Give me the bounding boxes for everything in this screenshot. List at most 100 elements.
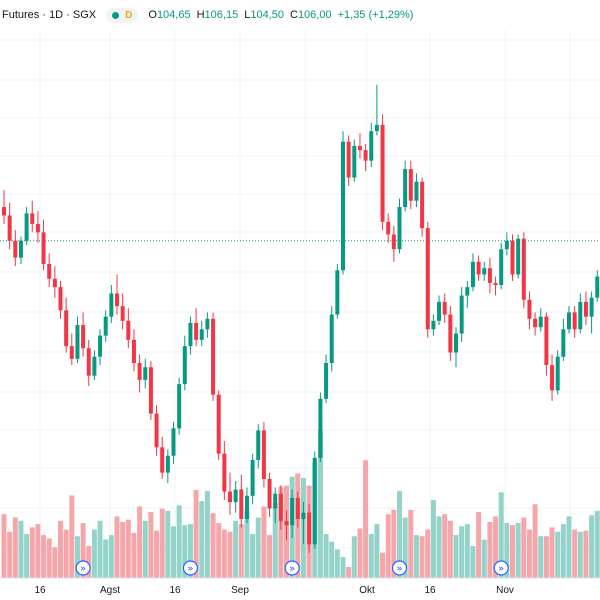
volume-bar [24,534,30,578]
event-marker-circle[interactable] [284,560,300,576]
candle [284,510,289,541]
high-value: 106,15 [204,9,239,21]
volume-bar [58,520,63,578]
candle-body [403,169,408,208]
candle [182,335,187,391]
candle-body [555,356,560,391]
candle-body [7,215,12,241]
candle-body [538,316,543,328]
candle-body [256,430,261,460]
event-marker[interactable]: » [182,560,199,576]
candle [188,316,193,355]
candle-body [92,356,97,376]
candle [126,308,131,349]
volume-bar [385,514,391,578]
volume-bar [165,510,171,578]
candle [143,358,148,389]
volume-bar [577,531,583,578]
volume-bar [453,535,459,578]
volume-bar [103,539,109,578]
event-marker[interactable]: » [75,560,91,576]
candle-body [544,316,549,366]
candle [437,295,442,326]
volume-bar [148,512,154,578]
volume-bar [120,521,126,578]
candle [52,266,57,298]
candle-body [273,493,278,509]
volume-bar [532,504,538,578]
market-status-pill[interactable]: D [106,7,139,23]
candle [171,422,176,465]
volume-bar [368,534,374,578]
event-marker[interactable]: » [391,560,408,576]
volume-bars [1,429,600,578]
event-marker[interactable]: » [493,560,509,576]
volume-bar [255,517,261,578]
volume-bar [380,552,386,578]
event-markers[interactable]: » » » » » [75,560,509,576]
volume-bar [199,501,205,578]
candle-body [527,299,532,319]
volume-bar [171,526,176,578]
candle [493,276,498,296]
candle [194,308,199,347]
event-marker-circle[interactable] [75,560,91,576]
candle [476,255,481,281]
candle [567,306,571,334]
candle-body [290,497,295,526]
change-value: +1,35 (+1,29%) [337,9,414,21]
candle-body [24,213,29,241]
event-marker-circle[interactable] [493,560,509,576]
candle [160,436,165,479]
candle-body [103,316,108,336]
volume-bar [493,516,499,578]
candle-body [397,207,402,250]
candle [307,504,312,553]
candle [408,160,413,210]
candle [233,481,238,513]
candle-body [2,207,6,216]
event-marker[interactable]: » [284,560,300,576]
candle-body [386,221,391,235]
candle-body [115,293,119,307]
volume-bar [69,495,75,578]
candle-body [228,491,232,503]
candle-body [137,363,142,380]
high-label: H [196,9,205,21]
candle-body [420,181,425,229]
symbol-title[interactable]: Futures · 1D · SGX [2,9,97,21]
candle-body [510,240,515,275]
volume-bar [436,516,442,578]
candle [165,449,170,484]
candle-body [448,314,453,353]
candle [499,242,504,290]
volume-bar [447,520,453,578]
candle [115,274,119,315]
candle-body [261,430,266,479]
event-marker-circle[interactable] [182,560,199,576]
candle [380,114,385,231]
event-marker-circle[interactable] [391,560,408,576]
volume-bar [137,506,143,578]
candle-body [18,240,23,258]
volume-bar [18,520,24,578]
candle-body [391,234,396,250]
candle [335,263,340,319]
candle [465,280,470,309]
candle [103,310,108,342]
candle [13,230,18,267]
candle-body [369,131,374,161]
time-axis[interactable]: 16 Agst 16 Sep Okt 16 Nov [34,585,513,596]
volume-bar [572,529,578,578]
candle [374,84,379,136]
candle-body [363,150,368,161]
volume-bar [238,524,244,578]
volume-bar [250,534,256,578]
volume-bar [187,524,193,578]
candle-body [47,263,52,279]
candle-body [295,497,300,519]
candle-body [160,447,165,473]
volume-bar [459,526,465,578]
candle-body [487,268,492,283]
